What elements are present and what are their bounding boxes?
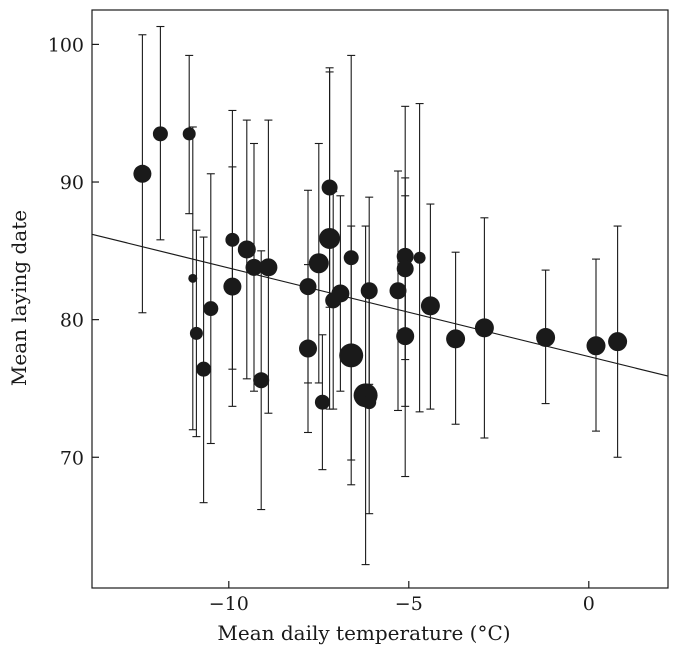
data-point (182, 127, 196, 141)
data-point (396, 247, 414, 265)
x-axis-title: Mean daily temperature (°C) (217, 621, 510, 645)
data-point (188, 273, 198, 283)
data-point (237, 240, 256, 259)
data-point (396, 260, 414, 278)
data-point (413, 251, 426, 264)
data-point (196, 361, 212, 377)
data-point (343, 250, 359, 266)
data-point (308, 253, 329, 274)
data-point (321, 179, 338, 196)
x-tick-label: −5 (395, 593, 423, 615)
x-axis-ticks: −10 −5 0 (209, 581, 595, 615)
y-axis-ticks: 70 80 90 100 (48, 34, 99, 469)
data-point (360, 282, 378, 300)
error-bars (138, 25, 622, 566)
data-point (586, 336, 606, 356)
data-point (389, 282, 407, 300)
y-tick-label: 90 (60, 172, 84, 194)
data-point (259, 258, 278, 277)
y-tick-label: 100 (48, 34, 84, 56)
data-point (299, 339, 317, 358)
trend-line (91, 233, 669, 377)
y-axis-title: Mean laying date (7, 210, 31, 386)
data-point (396, 327, 415, 346)
y-tick-label: 80 (60, 310, 84, 332)
data-point (133, 164, 152, 183)
x-tick-label: 0 (583, 593, 595, 615)
data-point (203, 301, 219, 317)
data-point (474, 318, 494, 338)
data-point (362, 395, 377, 410)
data-point (420, 296, 440, 316)
data-point (245, 258, 263, 276)
data-point (339, 343, 364, 368)
data-point (225, 232, 240, 247)
data-point (608, 332, 628, 352)
data-point (189, 326, 203, 340)
y-tick-label: 70 (60, 447, 84, 469)
data-point (223, 277, 242, 296)
x-tick-label: −10 (209, 593, 249, 615)
data-point (536, 328, 556, 348)
data-point (446, 329, 466, 349)
data-point (253, 372, 270, 389)
data-point (299, 278, 317, 296)
data-points (133, 126, 628, 410)
data-point (314, 394, 330, 410)
data-point (152, 126, 168, 142)
plot-frame (91, 9, 669, 589)
data-point (319, 227, 341, 249)
data-point (331, 284, 350, 303)
